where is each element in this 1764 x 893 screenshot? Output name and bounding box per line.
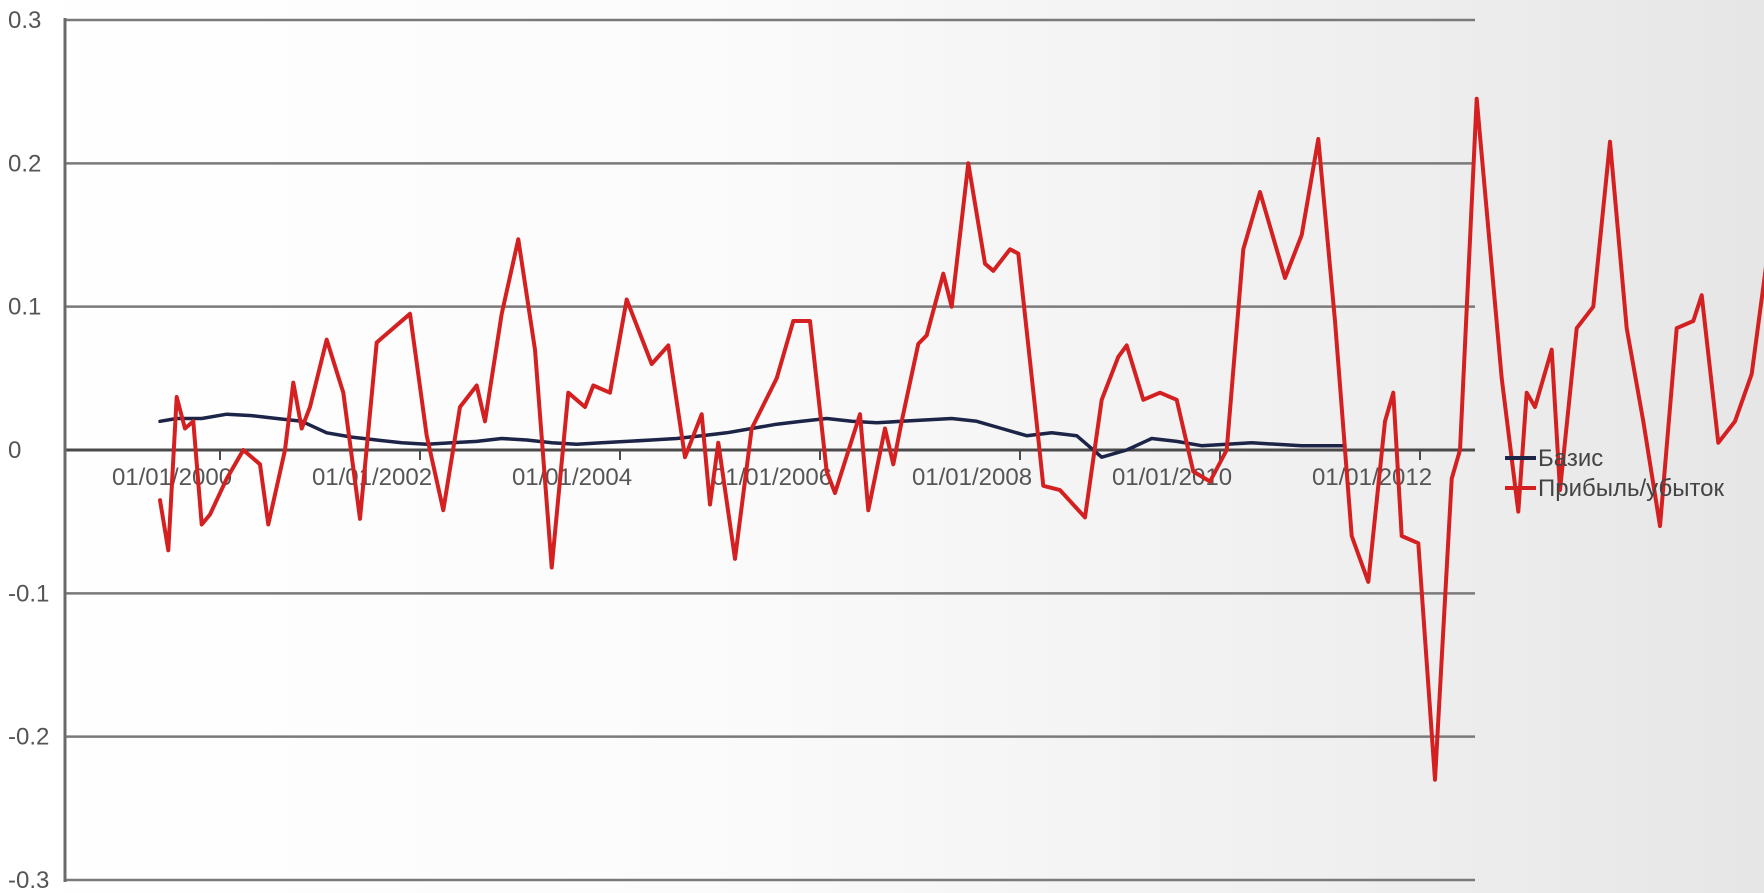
series-lines: [158, 96, 1764, 782]
y-tick-label: 0: [8, 437, 21, 464]
y-tick-label: 0.3: [8, 7, 41, 34]
x-tick-label: 01/01/2006: [712, 464, 832, 491]
x-tick-labels: 01/01/2000 01/01/2002 01/01/2004 01/01/2006…: [112, 464, 1432, 491]
legend: Базис Прибыль/убыток: [1505, 445, 1725, 502]
x-tick-label: 01/01/2002: [312, 464, 432, 491]
y-tick-label: -0.3: [8, 867, 49, 893]
grid-lines: [65, 18, 1475, 882]
y-tick-label: 0.2: [8, 150, 41, 177]
y-tick-labels: 0.3 0.2 0.1 0 -0.1 -0.2 -0.3: [8, 7, 49, 893]
x-tick-label: 01/01/2008: [912, 464, 1032, 491]
series-line-pribyl: [158, 96, 1764, 782]
legend-label: Базис: [1538, 445, 1603, 472]
y-tick-label: -0.1: [8, 580, 49, 607]
x-tick-label: 01/01/2004: [512, 464, 632, 491]
legend-label: Прибыль/убыток: [1538, 475, 1725, 502]
y-tick-label: 0.1: [8, 294, 41, 321]
x-tick-label: 01/01/2012: [1312, 464, 1432, 491]
y-tick-label: -0.2: [8, 724, 49, 751]
axes: [63, 18, 1421, 882]
